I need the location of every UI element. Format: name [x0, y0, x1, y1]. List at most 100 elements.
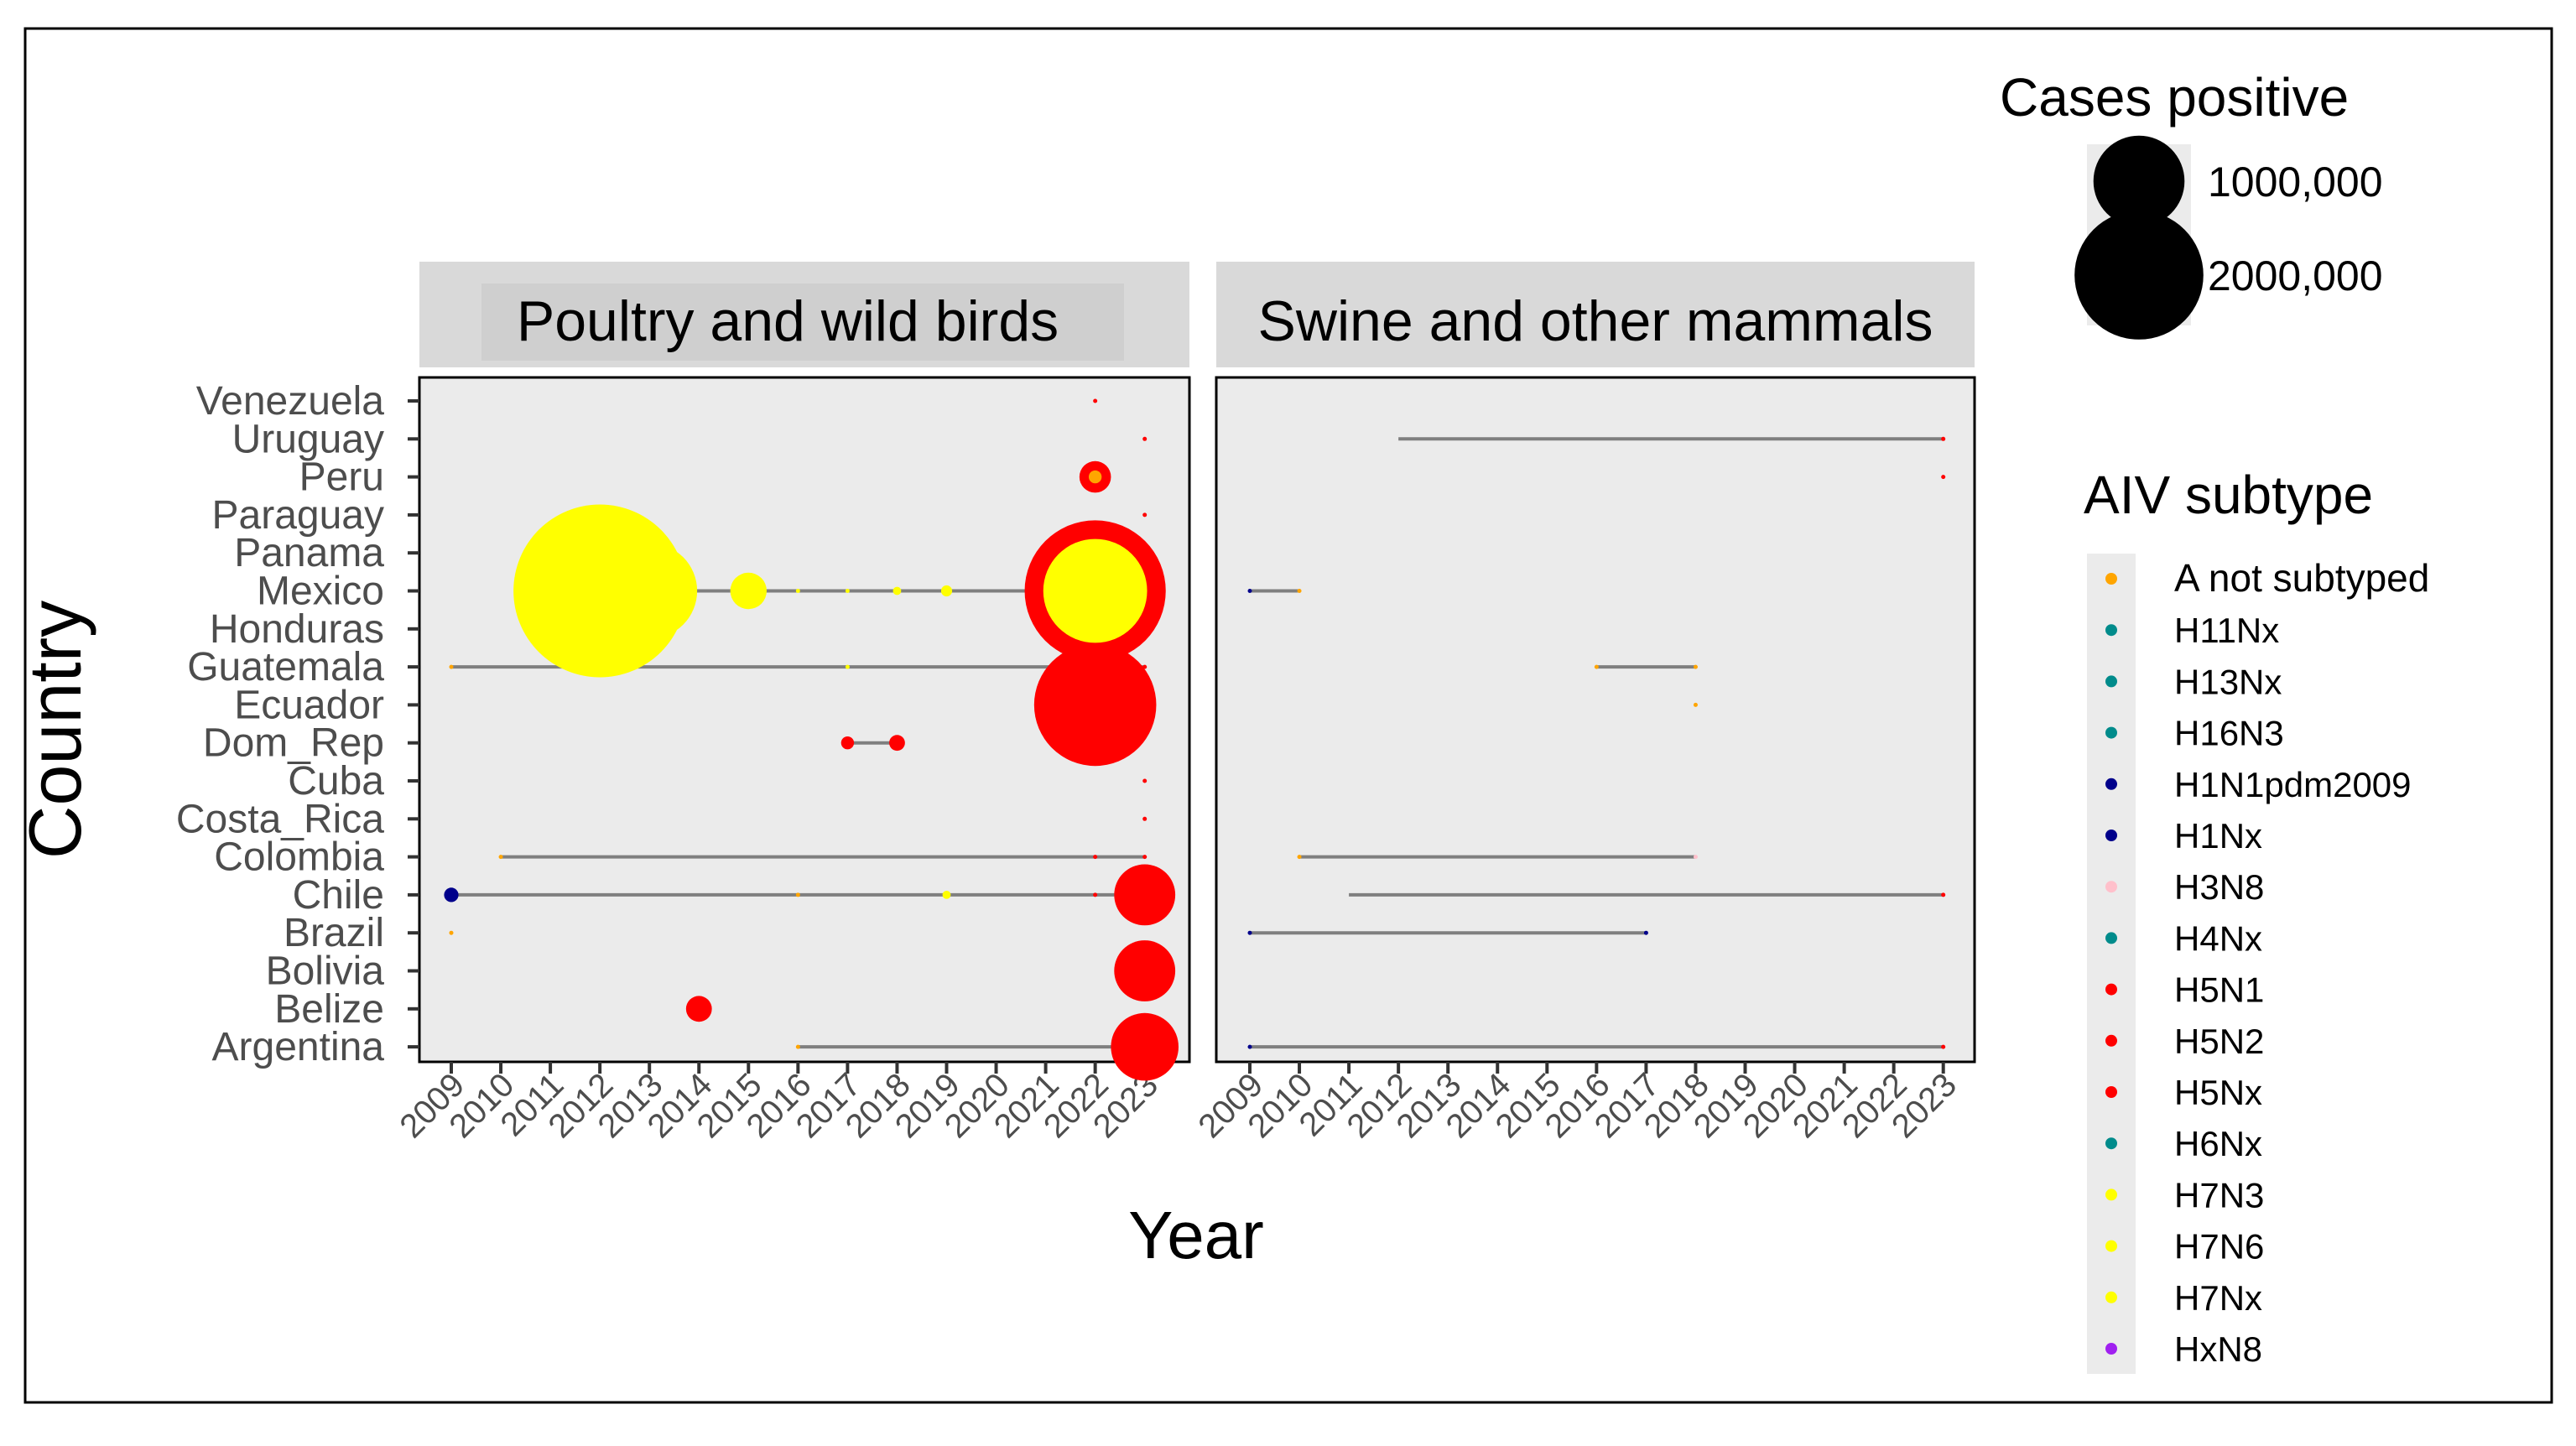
- bubble-mexico-2013-h7n3: [601, 543, 698, 639]
- bubble-costa-rica-2023-h5n1: [1142, 816, 1147, 821]
- bubble-brazil-2009-h1n1pdm2009: [1247, 930, 1252, 935]
- color-legend-label: H7N6: [2174, 1227, 2264, 1267]
- color-legend-key-h7n6: [2105, 1240, 2117, 1252]
- color-legend-key-h4nx: [2105, 932, 2117, 944]
- y-tick-label-brazil: Brazil: [284, 911, 384, 955]
- bubble-argentina-2016-a-not-subtyped: [795, 1044, 800, 1049]
- y-tick-label-mexico: Mexico: [257, 570, 384, 614]
- y-tick-label-uruguay: Uruguay: [232, 417, 384, 461]
- size-legend-key-0: [2093, 135, 2185, 227]
- y-tick-label-colombia: Colombia: [214, 835, 384, 880]
- bubble-peru-2022-a-not-subtyped: [1088, 470, 1102, 484]
- color-legend-label: H13Nx: [2174, 662, 2282, 701]
- y-tick-label-ecuador: Ecuador: [234, 683, 384, 727]
- facet-panels: Poultry and wild birds200920102011201220…: [393, 262, 1976, 1145]
- panel-background: [1216, 377, 1975, 1062]
- y-tick-label-honduras: Honduras: [210, 607, 384, 652]
- color-legend-label: H3N8: [2174, 867, 2264, 907]
- bubble-guatemala-2023-h5n1: [1142, 664, 1147, 669]
- y-tick-label-chile: Chile: [293, 873, 384, 918]
- x-axis-title: Year: [1128, 1198, 1264, 1272]
- y-tick-label-cuba: Cuba: [288, 759, 384, 804]
- bubble-dom-rep-2018-h5n2: [889, 735, 905, 752]
- facet-strip: [1216, 262, 1975, 367]
- color-legend-key-hxn8: [2105, 1343, 2117, 1355]
- size-legend-label: 1000,000: [2208, 159, 2383, 205]
- bubble-ecuador-2018-a-not-subtyped: [1693, 702, 1698, 707]
- bubble-uruguay-2023-h5n1: [1142, 436, 1147, 441]
- bubble-brazil-2009-a-not-subtyped: [449, 930, 454, 935]
- bubble-mexico-2017-h7n3: [845, 589, 850, 593]
- color-legend-label: H5N2: [2174, 1022, 2264, 1061]
- bubble-chile-2009-h1n1pdm2009: [444, 887, 459, 902]
- bubble-chile-2019-h7n6: [942, 891, 951, 899]
- color-legend-keys-bg: [2087, 554, 2136, 1374]
- bubble-colombia-2010-a-not-subtyped: [1297, 855, 1302, 860]
- bubble-argentina-2023-h5n1: [1941, 1044, 1946, 1049]
- bubble-belize-2014-h5n2: [685, 996, 712, 1022]
- y-tick-label-peru: Peru: [299, 455, 384, 500]
- bubble-chile-2023-h5n1: [1114, 864, 1176, 926]
- color-legend-key-h13nx: [2105, 675, 2117, 688]
- bubble-colombia-2010-a-not-subtyped: [498, 855, 503, 860]
- size-legend-title: Cases positive: [2000, 67, 2349, 127]
- bubble-chile-2022-h5n1: [1093, 892, 1098, 897]
- y-tick-label-bolivia: Bolivia: [266, 949, 385, 994]
- legend-size: Cases positive 1000,000 2000,000: [2000, 67, 2383, 340]
- color-legend-key-h1nx: [2105, 830, 2117, 841]
- color-legend-label: H7N3: [2174, 1175, 2264, 1215]
- bubble-ecuador-2022-h5n1: [1033, 643, 1157, 767]
- bubble-guatemala-2018-a-not-subtyped: [1693, 664, 1698, 669]
- y-tick-label-costa-rica: Costa_Rica: [176, 797, 384, 841]
- bubble-mexico-2018-h7n3: [892, 586, 902, 596]
- bubble-cuba-2023-h5n1: [1142, 778, 1147, 783]
- color-legend-key-a-not-subtyped: [2105, 573, 2117, 585]
- color-legend-key-h5n1: [2105, 983, 2117, 996]
- bubble-mexico-2022-h7n3: [1043, 538, 1147, 643]
- color-legend-label: HxN8: [2174, 1329, 2262, 1369]
- color-legend-label: H7Nx: [2174, 1278, 2262, 1318]
- bubble-argentina-2023-h5n1: [1111, 1012, 1179, 1081]
- bubble-mexico-2019-h7n3: [940, 585, 953, 597]
- bubble-chile-2016-a-not-subtyped: [795, 892, 800, 897]
- y-tick-label-dom-rep: Dom_Rep: [203, 721, 384, 766]
- color-legend-label: H6Nx: [2174, 1124, 2262, 1163]
- facet-poultry-and-wild-birds: Poultry and wild birds200920102011201220…: [393, 262, 1191, 1145]
- y-tick-label-argentina: Argentina: [212, 1025, 385, 1069]
- y-axis: VenezuelaUruguayPeruParaguayPanamaMexico…: [176, 379, 419, 1069]
- color-legend-label: H16N3: [2174, 714, 2284, 753]
- facet-title: Swine and other mammals: [1257, 289, 1933, 353]
- bubble-paraguay-2023-h5n1: [1142, 512, 1147, 518]
- bubble-mexico-2010-a-not-subtyped: [1297, 589, 1302, 593]
- bubble-venezuela-2022-h5n1: [1093, 398, 1098, 403]
- color-legend-key-h5n2: [2105, 1034, 2117, 1047]
- bubble-dom-rep-2017-h5n2: [840, 736, 855, 750]
- bubble-uruguay-2023-h5n1: [1941, 436, 1946, 441]
- size-legend-key-1: [2074, 211, 2204, 340]
- bubble-chile-2023-h5n1: [1941, 892, 1946, 897]
- color-legend-title: AIV subtype: [2084, 465, 2373, 525]
- legend-color: AIV subtype A not subtyped H11Nx H13Nx H16N3…: [2084, 465, 2429, 1374]
- color-legend-label: H4Nx: [2174, 918, 2262, 958]
- color-legend-label: H1N1pdm2009: [2174, 765, 2412, 804]
- color-legend-key-h11nx: [2105, 624, 2117, 637]
- color-legend-key-h7n3: [2105, 1189, 2117, 1201]
- color-legend-key-h1n1pdm2009: [2105, 778, 2117, 790]
- y-axis-title: Country: [13, 601, 96, 859]
- y-tick-label-guatemala: Guatemala: [187, 645, 384, 689]
- size-legend-label: 2000,000: [2208, 252, 2383, 299]
- bubble-guatemala-2009-a-not-subtyped: [449, 664, 454, 669]
- bubble-argentina-2009-h1n1pdm2009: [1247, 1044, 1252, 1049]
- color-legend-key-h3n8: [2105, 881, 2117, 893]
- bubble-colombia-2018-h3n8: [1693, 855, 1698, 860]
- y-tick-label-paraguay: Paraguay: [212, 493, 384, 538]
- color-legend-key-h6nx: [2105, 1137, 2117, 1150]
- panel-border: [418, 376, 1191, 1064]
- bubble-colombia-2022-h5n1: [1093, 855, 1098, 860]
- bubble-colombia-2023-h5n1: [1142, 855, 1147, 860]
- y-tick-label-panama: Panama: [234, 531, 384, 575]
- bubble-guatemala-2016-a-not-subtyped: [1594, 664, 1599, 669]
- y-tick-label-venezuela: Venezuela: [196, 379, 385, 424]
- facet-title: Poultry and wild birds: [517, 289, 1059, 353]
